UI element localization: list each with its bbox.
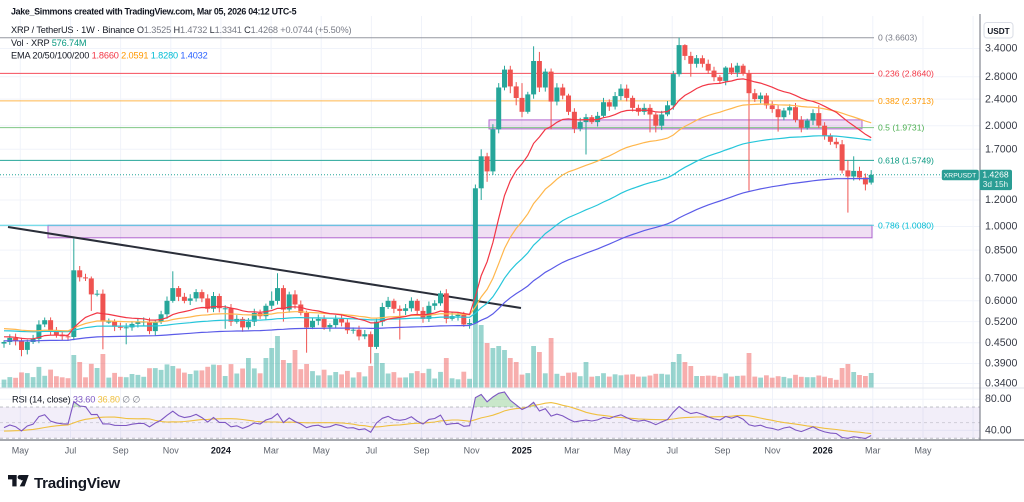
- svg-text:3.4000: 3.4000: [985, 43, 1018, 55]
- svg-text:0.5200: 0.5200: [985, 316, 1018, 328]
- svg-text:0.8500: 0.8500: [985, 244, 1018, 256]
- svg-text:Sep: Sep: [413, 446, 429, 456]
- svg-text:80.00: 80.00: [985, 393, 1012, 405]
- svg-text:USDT: USDT: [987, 27, 1009, 36]
- svg-text:0.786 (1.0080): 0.786 (1.0080): [878, 220, 934, 230]
- svg-text:Mar: Mar: [263, 446, 279, 456]
- svg-text:2026: 2026: [813, 446, 833, 456]
- svg-text:0.7000: 0.7000: [985, 273, 1018, 285]
- svg-text:Mar: Mar: [564, 446, 580, 456]
- svg-text:Mar: Mar: [865, 446, 881, 456]
- svg-text:3d 15h: 3d 15h: [983, 179, 1009, 189]
- svg-text:1.4268: 1.4268: [982, 169, 1009, 179]
- svg-text:0.382 (2.3713): 0.382 (2.3713): [878, 96, 934, 106]
- svg-text:XRPUSDT: XRPUSDT: [944, 172, 976, 179]
- svg-text:Sep: Sep: [714, 446, 730, 456]
- svg-text:1.0000: 1.0000: [985, 221, 1018, 233]
- svg-text:Vol · XRP 576.74M: Vol · XRP 576.74M: [11, 38, 86, 48]
- svg-text:0.3900: 0.3900: [985, 358, 1018, 370]
- svg-text:Jul: Jul: [666, 446, 678, 456]
- svg-text:2.8000: 2.8000: [985, 71, 1018, 83]
- svg-text:Sep: Sep: [113, 446, 129, 456]
- svg-text:Jul: Jul: [65, 446, 77, 456]
- svg-text:Nov: Nov: [163, 446, 180, 456]
- svg-text:2025: 2025: [512, 446, 532, 456]
- svg-text:May: May: [914, 446, 932, 456]
- svg-text:0.236 (2.8640): 0.236 (2.8640): [878, 68, 934, 78]
- svg-text:May: May: [614, 446, 632, 456]
- svg-text:40.00: 40.00: [985, 424, 1012, 436]
- svg-text:0.5 (1.9731): 0.5 (1.9731): [878, 123, 924, 133]
- svg-text:2.0000: 2.0000: [985, 120, 1018, 132]
- svg-text:Jul: Jul: [366, 446, 378, 456]
- svg-text:Nov: Nov: [464, 446, 481, 456]
- svg-text:RSI (14, close) 33.60 36.80 ∅: RSI (14, close) 33.60 36.80 ∅ ∅: [12, 395, 140, 405]
- svg-text:EMA 20/50/100/200 1.8660 2.059: EMA 20/50/100/200 1.8660 2.0591 1.8280 1…: [11, 51, 208, 61]
- svg-text:1.2000: 1.2000: [985, 194, 1018, 206]
- svg-text:0.3400: 0.3400: [985, 378, 1018, 390]
- svg-text:0.6000: 0.6000: [985, 295, 1018, 307]
- svg-text:0 (3.6603): 0 (3.6603): [878, 33, 917, 43]
- svg-text:Nov: Nov: [764, 446, 781, 456]
- svg-text:0.4500: 0.4500: [985, 337, 1018, 349]
- svg-text:May: May: [313, 446, 331, 456]
- svg-text:XRP / TetherUS · 1W · Binance: XRP / TetherUS · 1W · Binance O1.3525 H1…: [11, 25, 352, 35]
- svg-text:Jake_Simmons created with Trad: Jake_Simmons created with TradingView.co…: [11, 7, 297, 17]
- svg-text:2024: 2024: [211, 446, 231, 456]
- svg-text:TradingView: TradingView: [34, 475, 120, 492]
- svg-text:1.7000: 1.7000: [985, 144, 1018, 156]
- svg-text:2.4000: 2.4000: [985, 93, 1018, 105]
- svg-text:0.618 (1.5749): 0.618 (1.5749): [878, 155, 934, 165]
- svg-text:May: May: [12, 446, 30, 456]
